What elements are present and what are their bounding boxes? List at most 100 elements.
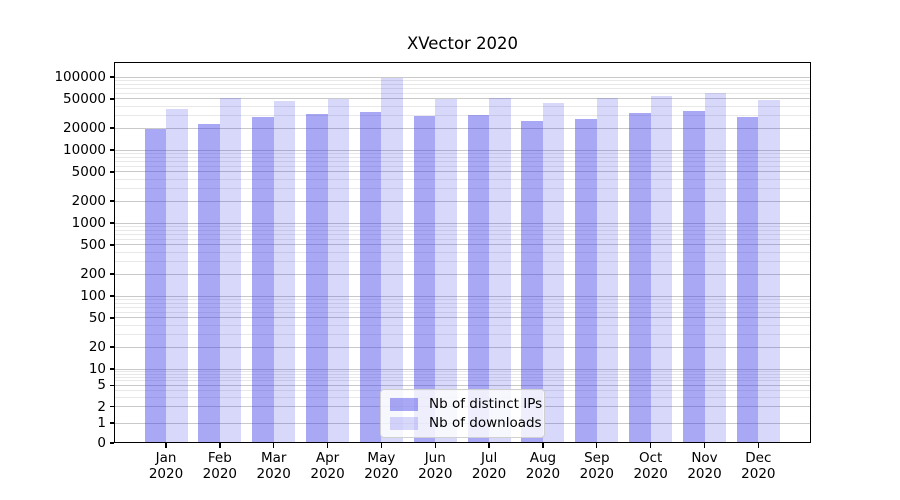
y-axis-tick-label: 20000 xyxy=(63,120,106,137)
x-tick-month: May xyxy=(367,450,396,466)
y-axis-tick-label: 10 xyxy=(88,361,106,377)
x-axis-tick-label: Mar 2020 xyxy=(242,450,306,482)
gridline-minor xyxy=(114,370,811,372)
legend-swatch xyxy=(390,416,418,430)
gridline-minor xyxy=(114,376,811,378)
x-axis-tick xyxy=(703,443,706,448)
gridline-minor xyxy=(114,87,811,89)
gridline-major xyxy=(114,98,811,100)
x-tick-month: Apr xyxy=(315,450,340,466)
y-axis-tick xyxy=(110,149,114,151)
gridline-major xyxy=(114,368,811,370)
y-axis-tick-label: 50 xyxy=(88,309,106,326)
bar-nb-of-distinct-ips xyxy=(575,118,597,443)
y-axis-tick-label: 100000 xyxy=(54,69,106,85)
gridline-minor xyxy=(114,238,811,240)
bar-nb-of-downloads xyxy=(596,98,619,443)
x-axis-tick xyxy=(219,443,221,448)
x-tick-month: Oct xyxy=(638,450,663,466)
x-tick-year: 2020 xyxy=(310,466,345,482)
x-axis-tick xyxy=(326,443,329,448)
gridline-major xyxy=(114,222,811,224)
x-axis-tick-label: Feb 2020 xyxy=(188,450,252,482)
gridline-minor xyxy=(114,105,811,107)
gridline-minor xyxy=(114,373,811,375)
bar-nb-of-downloads xyxy=(273,100,296,443)
gridline-minor xyxy=(114,156,811,158)
chart-title: XVector 2020 xyxy=(406,34,519,53)
x-tick-month: Jul xyxy=(480,450,498,466)
x-tick-year: 2020 xyxy=(418,466,453,482)
bar-nb-of-downloads xyxy=(650,95,673,443)
x-axis-tick xyxy=(380,443,383,448)
legend-label: Nb of downloads xyxy=(429,415,542,431)
bar-nb-of-distinct-ips xyxy=(306,114,328,443)
legend-item: Nb of distinct IPs xyxy=(390,396,542,412)
y-axis-tick xyxy=(110,368,114,370)
x-tick-year: 2020 xyxy=(741,466,776,482)
gridline-major xyxy=(114,384,811,386)
y-axis-tick xyxy=(110,171,114,173)
x-axis-tick xyxy=(649,443,652,448)
x-axis-tick-label: Sep 2020 xyxy=(565,450,629,482)
y-axis-tick xyxy=(110,273,114,275)
gridline-major xyxy=(114,295,811,297)
bar-nb-of-distinct-ips xyxy=(198,123,220,443)
gridline-minor xyxy=(114,160,811,162)
x-tick-month: Nov xyxy=(691,450,718,466)
gridline-minor xyxy=(114,165,811,167)
y-axis-tick-label: 20 xyxy=(88,339,106,356)
x-tick-year: 2020 xyxy=(579,466,614,482)
y-axis-tick-label: 0 xyxy=(97,435,106,451)
gridline-minor xyxy=(114,225,811,227)
x-tick-month: Dec xyxy=(745,450,772,466)
x-axis-tick-label: Aug 2020 xyxy=(511,450,575,482)
x-tick-year: 2020 xyxy=(202,466,238,482)
x-tick-month: Aug xyxy=(529,450,557,466)
x-axis-tick-label: Jul 2020 xyxy=(457,450,521,482)
bar-nb-of-distinct-ips xyxy=(736,116,759,443)
x-axis-tick xyxy=(757,443,760,448)
x-axis-tick xyxy=(165,443,167,448)
gridline-major xyxy=(114,244,811,246)
bar-nb-of-downloads xyxy=(758,99,780,443)
x-axis-tick-label: Jun 2020 xyxy=(403,450,467,482)
legend: Nb of distinct IPs Nb of downloads xyxy=(380,389,545,438)
gridline-minor xyxy=(114,251,811,253)
x-tick-year: 2020 xyxy=(364,466,399,482)
y-axis-tick xyxy=(110,222,114,224)
x-axis-tick xyxy=(596,443,598,448)
y-axis-tick-label: 100 xyxy=(80,288,106,304)
gridline-major xyxy=(114,127,811,129)
x-tick-month: Jun xyxy=(424,450,446,466)
x-tick-year: 2020 xyxy=(687,466,722,482)
y-axis-tick xyxy=(110,422,114,424)
x-axis-tick-label: May 2020 xyxy=(349,450,413,482)
gridline-minor xyxy=(114,380,811,382)
gridline-major xyxy=(114,273,811,275)
gridline-minor xyxy=(114,92,811,94)
legend-label: Nb of distinct IPs xyxy=(429,396,543,412)
gridline-minor xyxy=(114,79,811,81)
x-tick-year: 2020 xyxy=(525,466,561,482)
x-tick-year: 2020 xyxy=(256,466,291,482)
y-axis-tick xyxy=(110,127,114,129)
x-tick-month: Feb xyxy=(207,450,232,466)
gridline-minor xyxy=(114,298,811,300)
y-axis-tick xyxy=(110,295,114,297)
y-axis-tick xyxy=(110,442,114,444)
x-tick-month: Mar xyxy=(260,450,287,466)
gridline-minor xyxy=(114,229,811,231)
gridline-minor xyxy=(114,83,811,85)
bar-nb-of-distinct-ips xyxy=(144,128,166,443)
x-tick-year: 2020 xyxy=(148,466,184,482)
y-axis-tick-label: 1 xyxy=(97,415,106,431)
gridline-minor xyxy=(114,114,811,116)
gridline-major xyxy=(114,200,811,202)
legend-item: Nb of downloads xyxy=(390,415,542,431)
x-axis-tick xyxy=(542,443,544,448)
y-axis-tick-label: 2000 xyxy=(71,193,106,210)
x-axis-tick-label: Nov 2020 xyxy=(673,450,737,482)
gridline-major xyxy=(114,317,811,319)
